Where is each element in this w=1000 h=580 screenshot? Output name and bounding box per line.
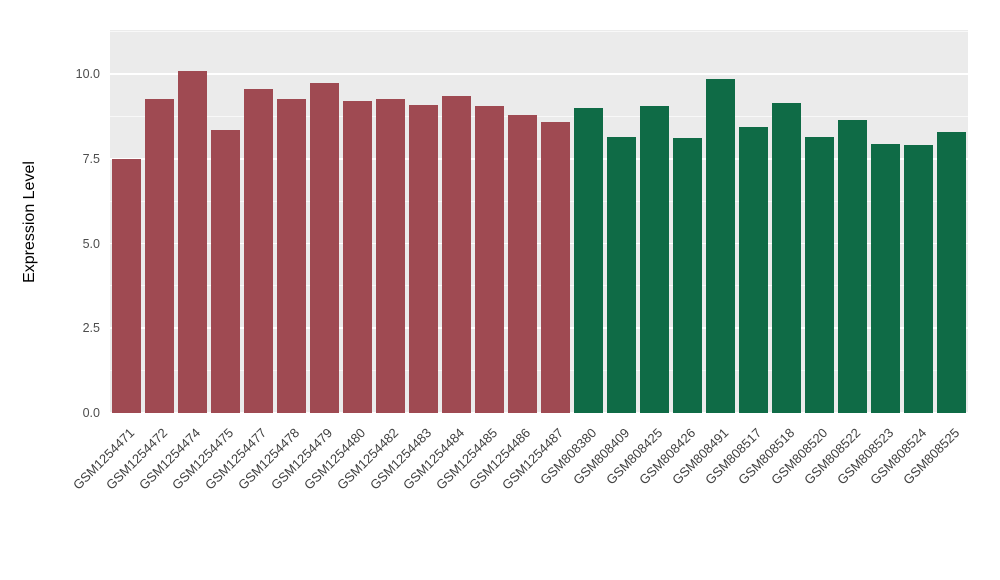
bar-GSM808523 [870, 143, 901, 413]
bar-GSM808525 [936, 131, 967, 413]
bar-GSM808522 [837, 119, 868, 413]
gridline-major [110, 157, 968, 160]
gridline-minor [110, 285, 968, 287]
bar-GSM1254475 [210, 130, 241, 413]
y-tick-label: 0.0 [82, 406, 100, 420]
gridline-minor [110, 370, 968, 372]
gridline-major [110, 412, 968, 413]
bar-GSM1254487 [540, 121, 571, 413]
plot-panel [110, 30, 968, 413]
y-tick-label: 10.0 [75, 67, 100, 82]
bar-GSM1254484 [441, 96, 472, 413]
bar-GSM808380 [573, 107, 604, 413]
bar-GSM1254472 [144, 99, 175, 413]
bar-GSM1254485 [474, 106, 505, 413]
y-tick-label: 2.5 [82, 321, 100, 336]
bar-GSM808517 [738, 126, 769, 413]
gridline-major [110, 327, 968, 330]
bar-GSM1254483 [408, 104, 439, 413]
bar-GSM1254477 [243, 89, 274, 413]
bar-GSM1254471 [111, 158, 142, 413]
y-tick-label: 5.0 [82, 236, 100, 251]
bar-GSM1254479 [309, 82, 340, 413]
gridline-major [110, 242, 968, 245]
bar-GSM808425 [639, 106, 670, 413]
bar-GSM1254478 [276, 99, 307, 413]
bar-GSM808491 [705, 79, 736, 413]
bar-GSM808518 [771, 102, 802, 413]
gridline-minor [110, 115, 968, 117]
bar-GSM808524 [903, 145, 934, 413]
y-tick-label: 7.5 [82, 151, 100, 166]
bar-GSM808409 [606, 136, 637, 413]
gridline-major [110, 73, 968, 75]
bar-GSM1254480 [342, 101, 373, 413]
bar-GSM1254486 [507, 114, 538, 413]
y-axis-title: Expression Level [21, 161, 38, 283]
gridline-minor [110, 200, 968, 202]
gridline-minor [110, 31, 968, 33]
bar-GSM1254474 [177, 70, 208, 413]
bar-GSM1254482 [375, 99, 406, 413]
bar-GSM808426 [672, 138, 703, 413]
bar-GSM808520 [804, 136, 835, 413]
